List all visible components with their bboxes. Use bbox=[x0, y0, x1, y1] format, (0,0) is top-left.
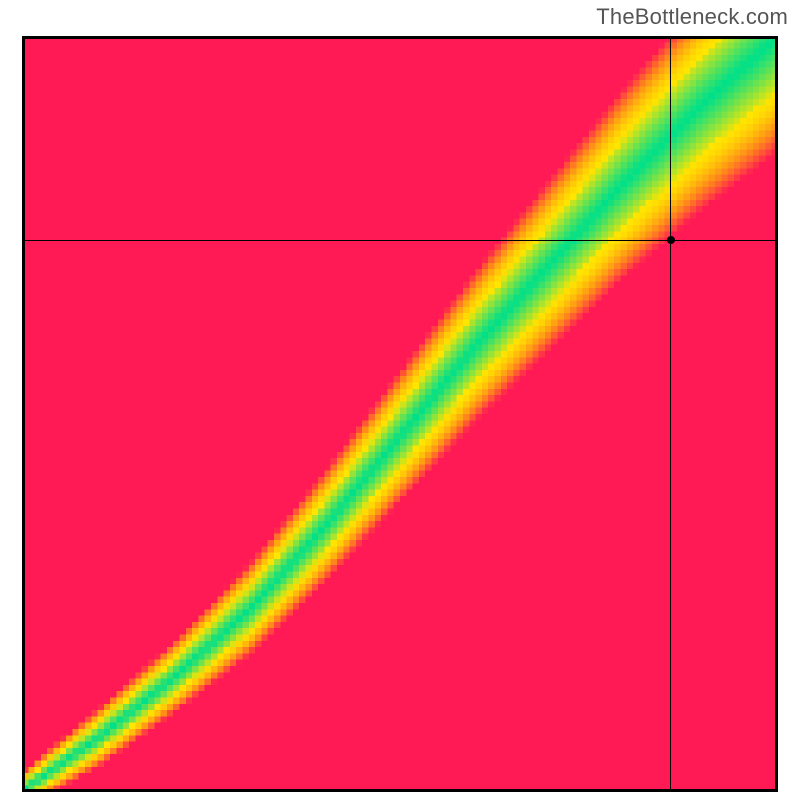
chart-container: TheBottleneck.com bbox=[0, 0, 800, 800]
heatmap-plot bbox=[22, 36, 778, 792]
watermark-text: TheBottleneck.com bbox=[596, 4, 788, 30]
heatmap-canvas bbox=[22, 36, 778, 792]
